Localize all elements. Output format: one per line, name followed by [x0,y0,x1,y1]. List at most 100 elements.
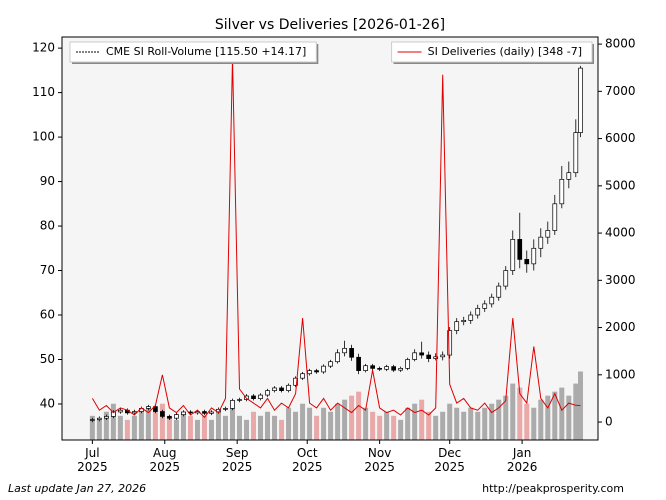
candle-body [349,348,354,358]
candle-body [412,352,418,360]
volume-bar [236,415,242,440]
volume-bar [314,415,320,440]
candle-body [160,411,165,417]
y-tick-label: 60 [40,308,55,322]
volume-bar [265,411,271,440]
candle-body [524,259,530,265]
volume-bar [117,415,123,440]
volume-bar [559,387,565,440]
volume-bar [152,411,158,440]
volume-bar [131,415,137,440]
candle-body [97,417,102,420]
x-tick-label: Jan 2026 [506,446,538,474]
volume-bar [145,407,151,440]
y2-tick-label: 8000 [605,37,636,51]
candle-body [202,411,207,414]
footer-right: http://peakprosperity.com [482,482,624,495]
volume-bar [524,403,530,440]
legend: SI Deliveries (daily) [348 -7] [391,41,594,64]
volume-bar [433,415,439,440]
volume-bar [349,395,355,440]
volume-bar [517,387,523,440]
legend-box [69,41,317,63]
volume-bar [251,411,257,440]
legend-label: CME SI Roll-Volume [115.50 +14.17] [106,45,306,58]
plot-frame [61,36,599,441]
candle-body [90,419,95,421]
volume-bar [503,395,509,440]
volume-bar [391,415,397,440]
volume-bar [552,391,558,440]
candle-body [335,352,340,363]
volume-bar [187,415,193,440]
volume-bar [138,411,144,440]
candle-body [118,409,123,413]
volume-bar [377,415,383,440]
volume-bar [272,415,278,440]
candle-body [482,303,488,309]
y2-tick-label: 1000 [605,367,636,381]
candle-body [447,330,453,356]
candle-body [328,361,333,367]
y-tick-label: 40 [40,396,55,410]
volume-bar [573,383,579,440]
y-tick-label: 50 [40,352,55,366]
volume-bar [194,419,200,440]
volume-bar [461,411,467,440]
candle-body [405,359,411,369]
footer-left: Last update Jan 27, 2026 [8,482,146,495]
volume-bar [96,419,102,440]
volume-bar [180,411,186,440]
candle-body [279,387,284,391]
volume-bar [173,419,179,440]
y-tick-label: 120 [32,41,55,55]
candle-body [265,390,270,396]
y-tick-label: 100 [32,130,55,144]
volume-bar [244,419,250,440]
legend-box [391,41,593,63]
volume-bar [215,411,221,440]
y2-tick-label: 5000 [605,178,636,192]
volume-bar [286,407,292,440]
candle-body [230,400,235,409]
x-tick-label: Dec 2025 [434,446,465,474]
y2-tick-label: 2000 [605,320,636,334]
candle-body [552,203,558,231]
candle-body [573,132,579,174]
y2-tick-label: 6000 [605,131,636,145]
volume-bar [293,411,299,440]
candle-body [153,406,158,412]
candle-body [566,172,572,180]
volume-bar [124,419,130,440]
candle-body [398,368,403,371]
candle-body [454,321,460,331]
candle-body [461,319,467,323]
volume-bar [538,399,544,440]
x-tick-label: Oct 2025 [291,446,323,474]
candle-body [321,365,326,373]
candle-body [370,365,375,369]
volume-bar [89,415,95,440]
volume-bar [426,411,432,440]
y-tick-label: 110 [32,85,55,99]
candle-body [167,416,172,419]
candle-body [496,285,502,298]
candle-body [174,414,179,419]
candle-body [237,399,242,401]
candle-body [517,239,523,260]
candle-body [559,178,565,205]
volume-bar [370,411,376,440]
volume-bar [454,407,460,440]
candle-body [426,354,432,359]
candle-body [433,356,439,359]
candle-body [286,384,291,391]
volume-bar [489,403,495,440]
volume-bar [159,403,165,440]
legend: CME SI Roll-Volume [115.50 +14.17] [69,41,319,64]
candle-body [146,406,151,409]
candle-body [300,373,305,379]
candle-body [307,370,312,375]
volume-bar [510,383,516,440]
volume-bar [307,407,313,440]
volume-bar [356,391,362,440]
